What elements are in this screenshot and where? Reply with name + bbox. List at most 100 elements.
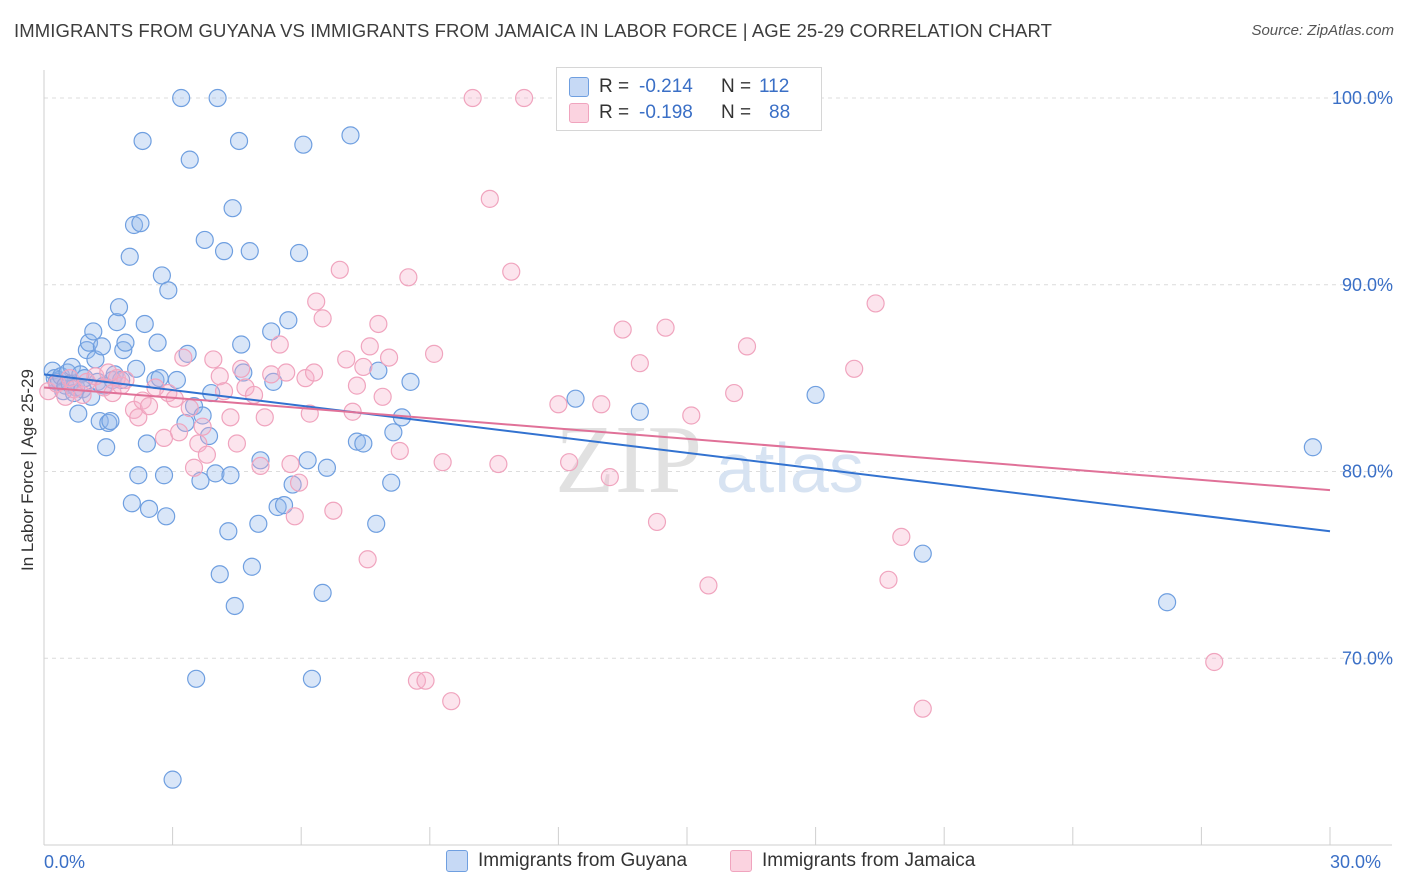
point-guyana xyxy=(1158,593,1177,612)
n-label: N = xyxy=(721,76,752,97)
point-guyana xyxy=(131,214,150,233)
point-guyana xyxy=(172,88,191,108)
point-jamaica xyxy=(369,314,388,334)
watermark: ZIP atlas xyxy=(555,406,864,514)
point-guyana xyxy=(114,341,133,360)
point-guyana xyxy=(116,333,135,352)
point-guyana xyxy=(1303,438,1322,457)
point-guyana xyxy=(369,361,388,380)
point-guyana xyxy=(199,426,219,446)
point-jamaica xyxy=(129,408,148,427)
point-jamaica xyxy=(600,468,619,487)
point-jamaica xyxy=(210,367,229,386)
point-guyana xyxy=(313,583,332,602)
series-guyana-points xyxy=(43,88,1322,789)
series-jamaica-points xyxy=(39,88,1224,718)
point-guyana xyxy=(401,372,420,391)
source-label: Source: ZipAtlas.com xyxy=(1251,22,1394,39)
point-jamaica xyxy=(489,454,508,474)
r-value: -0.198 xyxy=(639,102,693,123)
point-guyana xyxy=(268,497,287,517)
point-guyana xyxy=(223,199,242,218)
n-value: 88 xyxy=(769,102,791,123)
point-guyana xyxy=(180,150,199,169)
point-guyana xyxy=(127,359,146,378)
point-guyana xyxy=(195,230,214,250)
point-jamaica xyxy=(337,350,356,369)
point-guyana xyxy=(302,669,322,688)
point-guyana xyxy=(283,475,302,494)
point-jamaica xyxy=(515,88,534,108)
point-guyana xyxy=(92,337,111,356)
point-jamaica xyxy=(307,292,326,311)
y-tick-label: 90.0% xyxy=(1342,275,1393,295)
point-guyana xyxy=(137,434,156,453)
point-guyana xyxy=(341,126,360,145)
point-guyana xyxy=(221,466,240,485)
legend-label-jamaica: Immigrants from Jamaica xyxy=(762,850,976,871)
point-jamaica xyxy=(647,512,667,532)
point-guyana xyxy=(229,131,249,151)
point-guyana xyxy=(210,565,229,584)
point-jamaica xyxy=(390,441,409,461)
point-guyana xyxy=(109,298,129,317)
point-guyana xyxy=(367,514,386,533)
point-guyana xyxy=(354,434,373,453)
point-jamaica xyxy=(227,434,246,453)
point-guyana xyxy=(159,281,178,300)
x-tick-label-max: 30.0% xyxy=(1330,852,1382,872)
legend-item-guyana: Immigrants from Guyana xyxy=(446,850,687,872)
point-guyana xyxy=(289,243,309,263)
point-guyana xyxy=(347,432,367,451)
point-jamaica xyxy=(656,318,675,337)
point-guyana xyxy=(240,242,259,261)
point-jamaica xyxy=(262,365,281,384)
point-jamaica xyxy=(560,453,579,472)
n-value: 112 xyxy=(759,76,790,97)
point-jamaica xyxy=(549,395,568,414)
point-jamaica xyxy=(737,337,757,356)
point-jamaica xyxy=(169,423,189,442)
point-guyana xyxy=(163,770,182,789)
point-jamaica xyxy=(281,454,300,474)
point-guyana xyxy=(317,458,337,477)
point-jamaica xyxy=(699,576,718,595)
point-guyana xyxy=(806,385,825,405)
point-guyana xyxy=(251,451,270,470)
point-guyana xyxy=(176,413,195,433)
point-jamaica xyxy=(139,397,159,416)
correlation-legend: R = -0.214 N = 112 R = -0.198 N = 88 xyxy=(556,67,822,131)
point-jamaica xyxy=(324,501,343,520)
point-jamaica xyxy=(184,458,204,477)
point-jamaica xyxy=(358,550,377,569)
point-jamaica xyxy=(174,348,193,367)
trend-lines xyxy=(43,373,1331,533)
watermark-atlas: atlas xyxy=(716,429,864,507)
point-guyana xyxy=(135,314,154,334)
point-jamaica xyxy=(613,320,632,339)
n-label: N = xyxy=(721,102,752,123)
point-jamaica xyxy=(360,337,379,356)
point-guyana xyxy=(249,514,268,533)
point-guyana xyxy=(219,522,238,541)
point-guyana xyxy=(630,402,649,421)
legend-row-guyana: R = -0.214 N = 112 xyxy=(569,74,789,100)
point-guyana xyxy=(294,135,313,154)
point-jamaica xyxy=(277,363,296,382)
point-jamaica xyxy=(197,445,216,464)
watermark-zip: ZIP xyxy=(555,406,702,514)
point-guyana xyxy=(279,311,298,330)
point-guyana xyxy=(120,247,139,266)
legend-item-jamaica: Immigrants from Jamaica xyxy=(730,850,975,872)
grid-lines xyxy=(44,97,1392,659)
point-jamaica xyxy=(180,398,199,418)
point-jamaica xyxy=(442,692,461,711)
point-jamaica xyxy=(379,348,399,367)
point-jamaica xyxy=(285,507,304,526)
legend-swatch-jamaica xyxy=(569,103,589,123)
legend-label-guyana: Immigrants from Guyana xyxy=(478,850,688,871)
y-tick-label: 70.0% xyxy=(1342,648,1393,668)
point-jamaica xyxy=(399,268,418,287)
point-jamaica xyxy=(255,408,274,427)
